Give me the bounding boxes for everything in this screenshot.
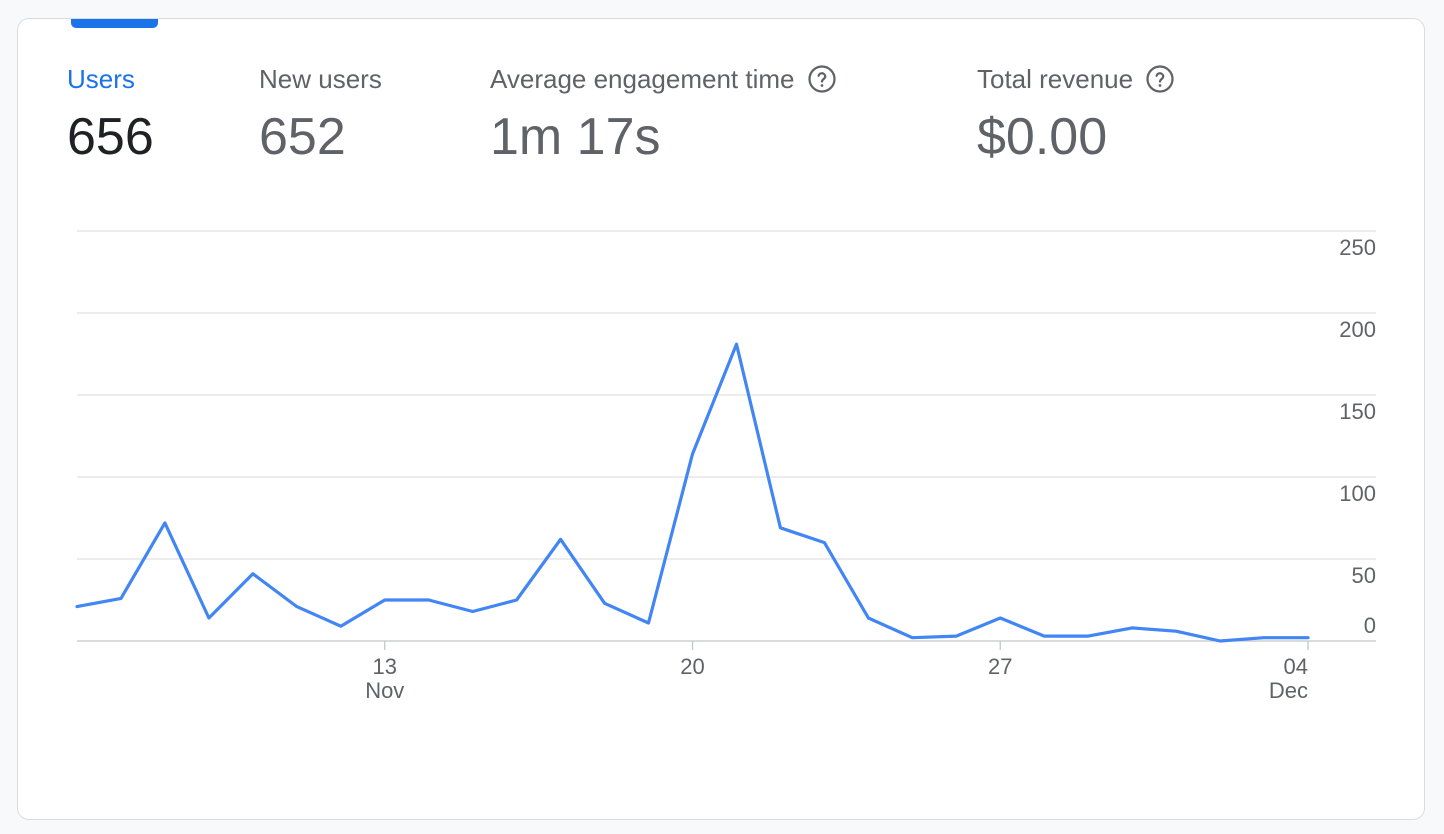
metric-label-row: Total revenue xyxy=(977,61,1175,97)
y-tick-label: 200 xyxy=(1339,317,1376,342)
metric-label-row: Average engagement time xyxy=(490,61,837,97)
metric-value: 652 xyxy=(259,108,346,166)
x-tick-label: 04 xyxy=(1284,654,1308,679)
y-tick-label: 0 xyxy=(1364,613,1376,638)
metric-label: Average engagement time xyxy=(490,63,795,94)
tab-average-engagement-time[interactable]: Average engagement time 1m 17s xyxy=(490,61,837,165)
y-tick-label: 100 xyxy=(1339,481,1376,506)
help-icon[interactable] xyxy=(1145,64,1175,94)
metric-label: Total revenue xyxy=(977,63,1134,94)
metric-label: New users xyxy=(259,63,382,94)
users-overview-card: Users 656 New users 652 Average engageme… xyxy=(17,18,1425,820)
x-tick-month-label: Dec xyxy=(1269,678,1308,703)
tab-new-users[interactable]: New users 652 xyxy=(259,61,382,166)
help-icon[interactable] xyxy=(807,64,837,94)
metric-value: 1m 17s xyxy=(490,108,661,166)
metric-label: Users xyxy=(67,63,135,94)
users-series-line xyxy=(75,342,1310,643)
x-tick-label: 13 xyxy=(373,654,397,679)
y-tick-label: 150 xyxy=(1339,399,1376,424)
x-tick-month-label: Nov xyxy=(365,678,404,703)
x-tick-label: 20 xyxy=(680,654,704,679)
x-tick-label: 27 xyxy=(988,654,1012,679)
metric-value: $0.00 xyxy=(977,108,1108,166)
tab-total-revenue[interactable]: Total revenue $0.00 xyxy=(977,61,1175,165)
active-tab-indicator xyxy=(71,19,158,28)
y-tick-label: 250 xyxy=(1339,235,1376,260)
tab-users[interactable]: Users 656 xyxy=(67,61,154,166)
metric-value: 656 xyxy=(67,108,154,166)
y-tick-label: 50 xyxy=(1352,563,1376,588)
